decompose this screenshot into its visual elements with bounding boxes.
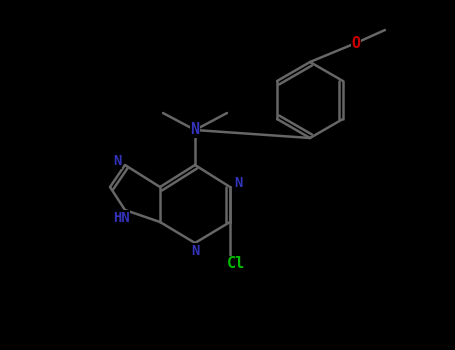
Text: N: N xyxy=(234,176,242,190)
Text: N: N xyxy=(113,154,121,168)
Text: HN: HN xyxy=(113,211,129,225)
Text: N: N xyxy=(191,122,200,138)
Text: N: N xyxy=(191,244,199,258)
Text: Cl: Cl xyxy=(227,257,245,272)
Text: O: O xyxy=(351,35,360,50)
